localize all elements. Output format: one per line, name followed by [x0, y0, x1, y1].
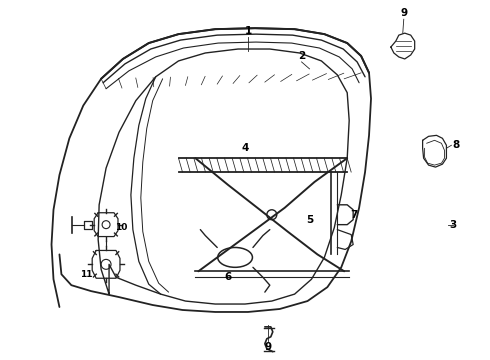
Text: 7: 7 [350, 210, 358, 220]
Text: 10: 10 [115, 223, 127, 232]
Text: 9: 9 [400, 8, 407, 18]
Text: 9: 9 [264, 342, 271, 352]
Text: 6: 6 [224, 272, 232, 282]
Text: 1: 1 [245, 26, 251, 36]
Text: 2: 2 [298, 51, 305, 61]
Text: 3: 3 [450, 220, 457, 230]
Text: 5: 5 [306, 215, 313, 225]
Text: 4: 4 [241, 143, 249, 153]
Text: 8: 8 [453, 140, 460, 150]
Text: 11: 11 [80, 270, 93, 279]
